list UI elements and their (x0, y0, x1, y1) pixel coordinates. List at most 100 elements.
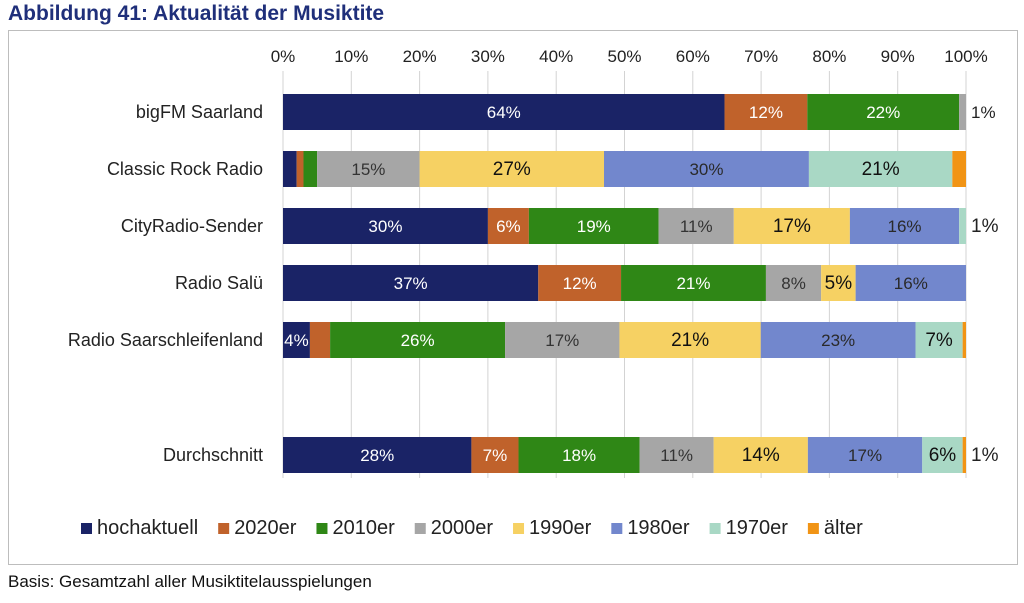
bar-segment (283, 94, 725, 130)
bar-segment (283, 151, 297, 187)
data-label: 4% (284, 331, 309, 350)
bar-segment (760, 322, 916, 358)
bar-segment (528, 208, 659, 244)
bar-segment (807, 94, 960, 130)
bar-segment (317, 151, 420, 187)
data-label: 19% (577, 217, 611, 236)
data-label: 11% (660, 446, 693, 465)
data-label: 17% (545, 331, 579, 350)
chart-frame: 0% 10% 20% 30% 40% 50% 60% 70% 80% 90% 100% bigFM S… (8, 30, 1018, 565)
bar-segment (619, 322, 761, 358)
data-label: 11% (680, 217, 713, 236)
bar-segment (959, 94, 966, 130)
bar-segment (639, 437, 714, 473)
data-label: 16% (888, 217, 922, 236)
bar-segment (309, 322, 331, 358)
bar-segment (733, 208, 850, 244)
x-tick-label: 60% (676, 47, 710, 66)
bar-segment (724, 94, 808, 130)
data-label: 5% (825, 273, 853, 294)
bar-segment (419, 151, 605, 187)
category-label: Durchschnitt (163, 445, 263, 465)
footnote: Basis: Gesamtzahl aller Musiktitelausspi… (8, 572, 372, 591)
legend-swatch (513, 523, 525, 534)
legend-label: 2010er (332, 517, 395, 539)
bar-segment (303, 151, 318, 187)
data-label: 21% (862, 159, 900, 180)
legend-swatch (611, 523, 623, 534)
stacked-bar-chart: 0% 10% 20% 30% 40% 50% 60% 70% 80% 90% 100% bigFM S… (68, 47, 999, 539)
data-label: 1% (971, 103, 996, 122)
legend-label: hochaktuell (97, 517, 198, 539)
legend-label: 1970er (726, 517, 789, 539)
legend-label: älter (824, 517, 863, 539)
data-label: 21% (676, 274, 710, 293)
data-label: 37% (394, 274, 428, 293)
data-label: 16% (894, 274, 928, 293)
bar-segment (959, 208, 966, 244)
legend-label: 1990er (529, 517, 592, 539)
data-label: 8% (781, 274, 806, 293)
bar-segment (713, 437, 808, 473)
category-label: Radio Salü (175, 273, 263, 293)
bar-segment (849, 208, 960, 244)
legend-label: 1980er (627, 517, 690, 539)
data-label: 7% (925, 330, 953, 351)
data-label: 64% (487, 103, 521, 122)
data-label: 30% (368, 217, 402, 236)
legend-label: 2000er (431, 517, 494, 539)
data-label: 1% (971, 445, 999, 466)
figure-title: Abbildung 41: Aktualität der Musiktite (8, 2, 385, 25)
bar-segment (283, 437, 472, 473)
x-tick-label: 100% (944, 47, 987, 66)
data-label: 17% (773, 216, 811, 237)
bar-segment (922, 437, 963, 473)
legend: hochaktuell 2020er 2010er 2000er 1990er 1980e… (81, 517, 863, 539)
bar-segment (807, 437, 923, 473)
x-tick-label: 0% (271, 47, 296, 66)
data-label: 28% (360, 446, 394, 465)
x-tick-label: 90% (881, 47, 915, 66)
data-label: 12% (749, 103, 783, 122)
category-label: Radio Saarschleifenland (68, 330, 263, 350)
bar-segment (952, 151, 966, 187)
bar-segment (471, 437, 519, 473)
bar-segment (538, 265, 622, 301)
data-label: 6% (496, 217, 521, 236)
bar-segment (808, 151, 953, 187)
bar-segment (518, 437, 640, 473)
bar-segment (505, 322, 620, 358)
legend-swatch (316, 523, 328, 534)
bar-segment (621, 265, 766, 301)
bar-segment (283, 265, 539, 301)
legend-swatch (709, 523, 721, 534)
bar-segment (915, 322, 963, 358)
x-tick-label: 50% (607, 47, 641, 66)
legend-swatch (807, 523, 819, 534)
data-label: 27% (493, 159, 531, 180)
category-label: bigFM Saarland (136, 102, 263, 122)
bar-segment (821, 265, 856, 301)
category-label: Classic Rock Radio (107, 159, 263, 179)
data-label: 21% (671, 330, 709, 351)
bar-segment (330, 322, 506, 358)
data-label: 15% (351, 160, 385, 179)
x-tick-label: 80% (812, 47, 846, 66)
bar-segment (296, 151, 304, 187)
legend-swatch (218, 523, 230, 534)
bar-segment (283, 322, 310, 358)
x-tick-label: 20% (403, 47, 437, 66)
x-tick-label: 10% (334, 47, 368, 66)
category-label: CityRadio-Sender (121, 216, 263, 236)
data-label: 22% (866, 103, 900, 122)
legend-swatch (81, 523, 92, 534)
bar-segment (765, 265, 822, 301)
data-label: 6% (929, 445, 957, 466)
bar-segment (962, 437, 966, 473)
data-label: 7% (483, 446, 508, 465)
data-label: 17% (848, 446, 882, 465)
x-tick-label: 40% (539, 47, 573, 66)
bar-segment (487, 208, 529, 244)
bar-segment (604, 151, 809, 187)
data-label: 30% (689, 160, 723, 179)
